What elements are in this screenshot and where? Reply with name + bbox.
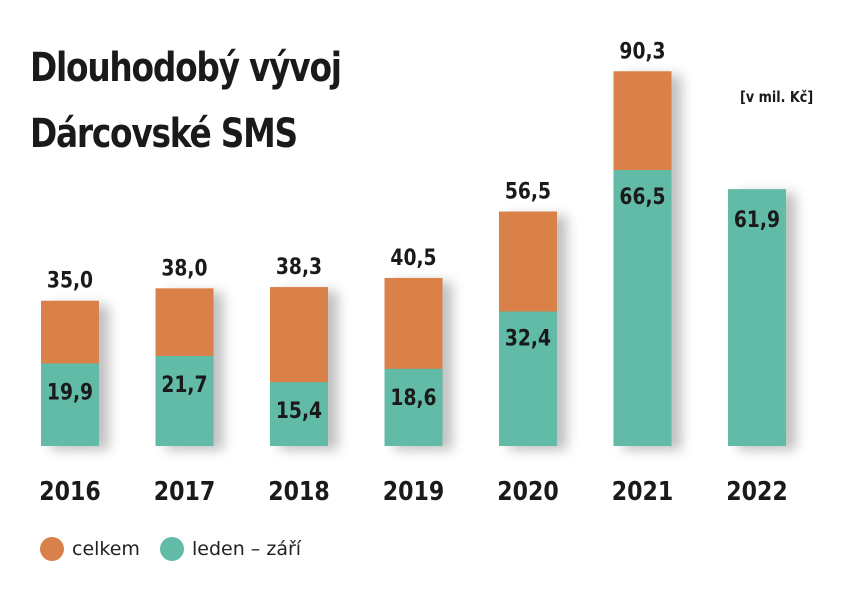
chart-title-line-1: Dlouhodobý vývoj	[30, 45, 342, 91]
data-label-partial-2017: 21,7	[161, 371, 207, 397]
bar-partial-2018	[270, 382, 328, 446]
data-label-partial-2022: 61,9	[734, 207, 780, 233]
data-label-partial-2021: 66,5	[619, 184, 665, 210]
x-tick-label-2021: 2021	[612, 476, 673, 506]
legend-item-partial: leden – září	[160, 537, 301, 561]
x-tick-label-2022: 2022	[726, 476, 787, 506]
data-label-total-2017: 38,0	[161, 255, 207, 281]
legend-label-total: celkem	[72, 538, 140, 560]
bar-partial-2016	[41, 363, 99, 446]
bar-partial-2020	[499, 311, 557, 446]
data-label-partial-2016: 19,9	[47, 379, 93, 405]
legend-swatch-total	[40, 537, 64, 561]
unit-note: [v mil. Kč]	[740, 88, 814, 106]
data-label-partial-2020: 32,4	[505, 325, 551, 351]
data-label-total-2019: 40,5	[390, 244, 436, 270]
x-tick-label-2019: 2019	[383, 476, 444, 506]
data-label-total-2021: 90,3	[619, 38, 665, 64]
legend-label-partial: leden – září	[192, 538, 302, 560]
x-tick-label-2017: 2017	[154, 476, 215, 506]
legend-swatch-partial	[160, 537, 184, 561]
bar-partial-2022	[728, 189, 786, 447]
data-label-total-2020: 56,5	[505, 178, 551, 204]
bar-partial-2021	[613, 170, 672, 446]
bar-partial-2019	[384, 368, 443, 446]
x-tick-label-2018: 2018	[268, 476, 329, 506]
legend-item-total: celkem	[40, 537, 140, 561]
data-label-total-2018: 38,3	[276, 254, 322, 280]
chart-title-line-2: Dárcovské SMS	[30, 111, 298, 157]
data-label-partial-2018: 15,4	[276, 398, 322, 424]
x-tick-label-2016: 2016	[39, 476, 100, 506]
x-tick-label-2020: 2020	[497, 476, 558, 506]
data-label-total-2016: 35,0	[47, 267, 93, 293]
bar-partial-2017	[155, 355, 214, 446]
data-label-partial-2019: 18,6	[390, 384, 436, 410]
